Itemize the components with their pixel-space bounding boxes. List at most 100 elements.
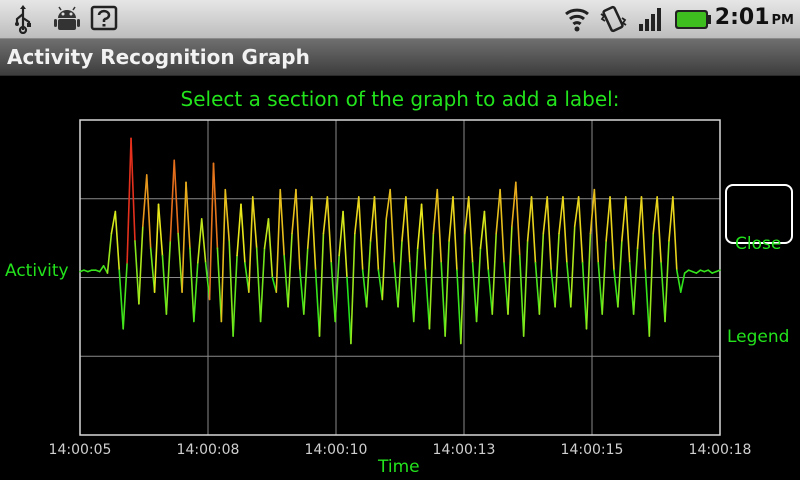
activity-line-segment [499, 188, 505, 264]
activity-line-segment [177, 232, 183, 293]
activity-line-segment [303, 247, 309, 315]
activity-line-segment [679, 272, 686, 293]
activity-line-segment [291, 188, 297, 235]
activity-line-segment [318, 232, 325, 337]
x-tick-label: 14:00:15 [560, 442, 624, 458]
activity-line-segment [228, 240, 234, 337]
activity-line-segment [530, 196, 537, 264]
close-button-label[interactable]: Close [735, 234, 782, 254]
activity-line-segment [479, 210, 486, 250]
activity-line-segment [287, 232, 293, 308]
activity-line-segment [597, 262, 604, 315]
activity-line-segment [236, 203, 242, 257]
app-title: Activity Recognition Graph [7, 45, 310, 69]
x-tick-label: 14:00:08 [176, 442, 240, 458]
activity-line-segment [640, 196, 647, 271]
activity-line-segment [393, 262, 399, 308]
title-bar: Activity Recognition Graph [0, 39, 800, 76]
activity-line-segment [581, 262, 588, 330]
legend-button[interactable]: Legend [727, 327, 790, 347]
activity-line-segment [683, 269, 690, 274]
activity-line-segment [672, 196, 678, 271]
activity-line-segment [491, 232, 497, 315]
activity-line-segment [361, 269, 368, 308]
activity-line-segment [605, 196, 611, 242]
activity-line-segment [554, 232, 560, 308]
status-bar: 2:01 PM [0, 0, 800, 39]
plot-frame [79, 119, 721, 436]
activity-line-segment [161, 254, 168, 315]
activity-line-segment [562, 196, 568, 264]
activity-line-segment [322, 196, 329, 235]
activity-line-segment [208, 162, 215, 301]
activity-line-segment [511, 181, 517, 228]
activity-line-segment [283, 254, 289, 308]
activity-line-segment [232, 254, 238, 337]
activity-line-segment [216, 247, 223, 323]
android-debug-icon [54, 6, 80, 30]
activity-line-segment [507, 225, 513, 315]
close-button[interactable] [725, 184, 793, 244]
x-axis-label: Time [378, 457, 420, 477]
activity-line-segment [357, 196, 364, 271]
activity-line-segment [130, 137, 136, 242]
activity-line-segment [593, 188, 600, 264]
activity-line-segment [542, 196, 549, 235]
activity-line-segment [475, 247, 482, 323]
activity-line-segment [601, 240, 607, 315]
activity-line-segment [365, 240, 372, 308]
activity-line-segment [381, 218, 388, 301]
activity-line-segment [267, 218, 274, 279]
activity-line-segment [299, 269, 305, 315]
activity-line-segment [644, 269, 651, 337]
activity-line-segment [306, 196, 313, 250]
activity-line-segment [342, 210, 348, 279]
activity-line-segment [534, 262, 541, 315]
activity-line-segment [558, 196, 564, 235]
activity-line-segment [153, 203, 160, 293]
activity-line-segment [483, 210, 490, 271]
activity-line-segment [354, 196, 360, 235]
usb-icon [15, 5, 31, 34]
activity-line-segment [279, 188, 285, 257]
activity-line-segment [609, 196, 615, 271]
activity-line-segment [715, 269, 721, 273]
activity-line-segment [193, 262, 199, 323]
activity-line-segment [310, 196, 317, 271]
activity-line-segment [134, 240, 140, 305]
help-icon [90, 5, 118, 31]
activity-line-segment [589, 188, 596, 235]
activity-line-segment [189, 247, 195, 323]
activity-line-segment [420, 203, 427, 271]
activity-line-segment [448, 196, 454, 242]
activity-line-segment [656, 196, 662, 264]
x-tick-label: 14:00:18 [688, 442, 752, 458]
activity-line-segment [487, 269, 494, 315]
x-tick-label: 14:00:05 [48, 442, 112, 458]
activity-line-segment [165, 240, 172, 315]
activity-line-segment [585, 232, 592, 330]
clock-time: 2:01 [714, 5, 770, 30]
activity-line-segment [373, 196, 380, 271]
activity-line-segment [550, 269, 556, 308]
activity-line-segment [440, 262, 446, 337]
wifi-icon [565, 8, 589, 32]
activity-line-segment [138, 225, 144, 305]
activity-line-segment [518, 254, 525, 337]
activity-line-segment [338, 210, 344, 257]
activity-line-segment [330, 262, 337, 323]
activity-line-segment [397, 240, 403, 308]
activity-line-segment [126, 137, 132, 264]
activity-line-segment [424, 269, 431, 330]
activity-line-segment [695, 269, 702, 274]
activity-line-segment [196, 218, 203, 264]
activity-line-segment [157, 203, 164, 257]
activity-line-segment [636, 196, 643, 250]
activity-line-segment [624, 196, 631, 264]
clock-ampm: PM [771, 13, 794, 28]
activity-line-segment [416, 203, 423, 250]
activity-line-segment [503, 262, 509, 315]
activity-line-segment [428, 232, 435, 330]
activity-line-segment [212, 162, 219, 250]
